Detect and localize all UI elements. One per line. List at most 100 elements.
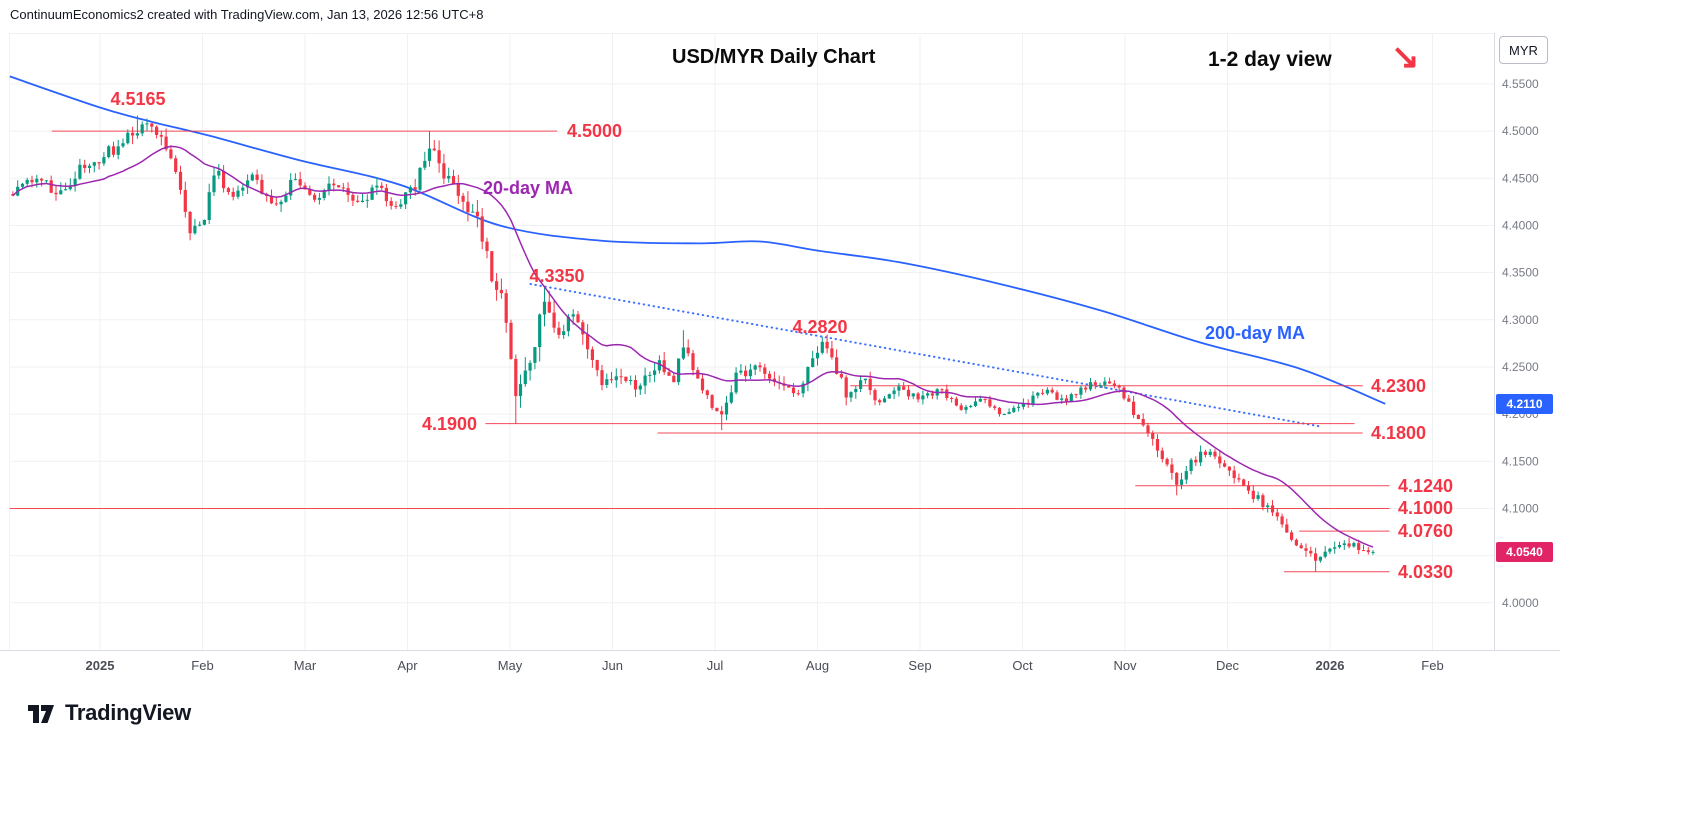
level-label-4.1000[interactable]: 4.1000 [1398,498,1454,518]
candle [64,189,68,191]
candle [882,398,887,403]
candle [480,216,484,242]
level-label-4.2820[interactable]: 4.2820 [792,317,848,337]
candle [217,170,221,176]
candle [916,393,920,400]
candle [825,341,829,349]
candle [1237,478,1241,480]
candle [327,183,331,190]
candle [542,301,547,315]
candle [1093,382,1097,385]
candle [207,192,211,220]
candle [518,384,523,397]
candle [1189,459,1193,471]
candle [107,146,111,158]
candle [1151,433,1155,439]
ma20-line [12,145,1374,548]
candle [686,347,690,354]
candle [1179,479,1184,485]
level-label-4.0330[interactable]: 4.0330 [1398,562,1454,582]
candle [83,164,87,168]
level-label-4.3350[interactable]: 4.3350 [529,266,585,286]
level-label-4.1240[interactable]: 4.1240 [1398,476,1454,496]
candle [945,389,949,398]
candle [657,360,661,371]
price-tick: 4.4500 [1502,171,1539,185]
candle [619,376,623,378]
time-axis-labels: 2025 Feb Mar Apr May Jun Jul Aug Sep Oct Nov Dec 202… [86,658,1444,673]
candle [538,314,542,348]
time-tick: Jun [602,658,623,673]
candle [973,401,978,406]
candle [734,372,738,393]
candle [667,372,671,376]
candle [1328,548,1332,552]
candle [102,157,106,164]
level-label-4.0760[interactable]: 4.0760 [1398,521,1454,541]
candle [1175,472,1179,485]
candle [1194,459,1198,463]
candle [289,179,293,196]
candle [897,386,901,391]
candle [633,380,638,390]
candle [557,327,561,335]
candle [1256,495,1260,499]
candle [1223,463,1227,467]
level-label-4.5000[interactable]: 4.5000 [567,121,623,141]
candle [140,124,144,134]
candle [533,347,537,363]
candle [763,367,767,374]
candle [926,393,930,396]
candle [581,322,585,335]
candle [523,370,527,385]
candle [30,179,34,183]
price-tick: 4.1000 [1502,502,1539,516]
candle [571,314,575,317]
candle [1045,389,1049,394]
candle [1031,395,1035,404]
candle [174,158,178,172]
candle [490,251,494,282]
candle [1141,419,1145,426]
candle [609,379,614,381]
candle [78,164,82,179]
candle [293,179,297,181]
candle [983,398,987,400]
candle [20,183,25,187]
ma20-label: 20-day MA [483,178,574,198]
time-tick: Sep [908,658,931,673]
level-label-4.1800[interactable]: 4.1800 [1371,423,1427,443]
level-label-4.5165[interactable]: 4.5165 [110,89,166,109]
candle [504,293,508,323]
candle [1309,550,1313,554]
candle [40,178,44,181]
candle [111,146,116,155]
candle [375,185,379,188]
tradingview-brand[interactable]: TradingView [26,698,191,728]
candle [902,386,906,390]
candle [1069,394,1073,402]
candle [1184,471,1188,480]
candle [337,185,341,188]
candle [1136,415,1140,419]
level-lines [9,130,1390,573]
candle [629,380,633,381]
candle [322,190,326,198]
candle [427,148,432,161]
level-label-4.1900[interactable]: 4.1900 [421,414,477,434]
candle [1314,553,1318,561]
candle [1165,459,1169,465]
candle [471,211,475,213]
candle [389,201,393,206]
candle [1074,394,1078,396]
candle [964,407,968,410]
candle [1294,539,1298,546]
candle [1347,543,1351,547]
time-tick: Oct [1012,658,1033,673]
level-label-4.2300[interactable]: 4.2300 [1371,376,1427,396]
candle [677,358,681,383]
candle [940,389,944,391]
candle [988,399,992,407]
candle [212,175,216,193]
